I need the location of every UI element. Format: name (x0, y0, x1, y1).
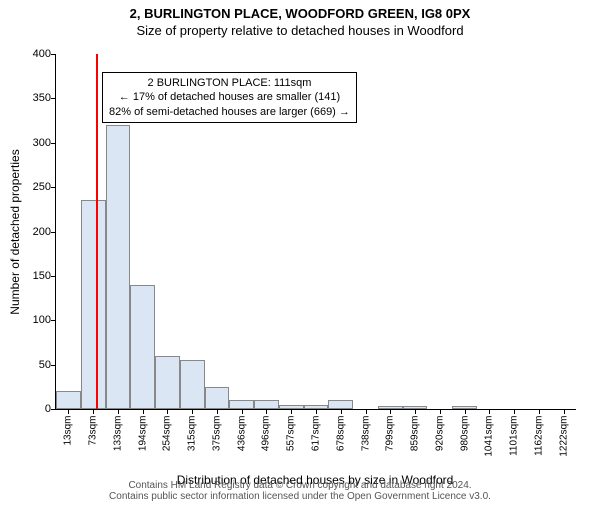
y-tick-label: 200 (16, 226, 51, 238)
x-tick-mark (93, 409, 94, 414)
histogram-bar (106, 125, 131, 409)
x-tick-label: 557sqm (286, 416, 297, 476)
y-tick-mark (51, 143, 56, 144)
x-tick-mark (489, 409, 490, 414)
histogram-bar (229, 400, 254, 409)
y-tick-mark (51, 409, 56, 410)
copyright-text: Contains HM Land Registry data © Crown c… (0, 480, 600, 502)
property-marker-line (96, 54, 98, 409)
x-tick-mark (390, 409, 391, 414)
x-tick-mark (192, 409, 193, 414)
x-tick-mark (266, 409, 267, 414)
x-tick-mark (68, 409, 69, 414)
copyright-line1: Contains HM Land Registry data © Crown c… (128, 480, 471, 491)
chart-container: 2, BURLINGTON PLACE, WOODFORD GREEN, IG8… (0, 6, 600, 506)
x-tick-label: 920sqm (434, 416, 445, 476)
x-tick-mark (465, 409, 466, 414)
info-box-line: ← 17% of detached houses are smaller (14… (109, 90, 350, 104)
x-tick-label: 1162sqm (533, 416, 544, 476)
title-main: 2, BURLINGTON PLACE, WOODFORD GREEN, IG8… (0, 6, 600, 21)
y-tick-mark (51, 232, 56, 233)
y-tick-mark (51, 187, 56, 188)
chart-area: Number of detached properties 0501001502… (55, 54, 575, 409)
y-tick-mark (51, 365, 56, 366)
y-tick-mark (51, 320, 56, 321)
x-tick-label: 436sqm (236, 416, 247, 476)
x-tick-mark (564, 409, 565, 414)
y-tick-label: 0 (16, 403, 51, 415)
x-tick-mark (143, 409, 144, 414)
y-tick-label: 50 (16, 359, 51, 371)
title-sub: Size of property relative to detached ho… (0, 23, 600, 38)
x-tick-label: 375sqm (211, 416, 222, 476)
y-tick-label: 400 (16, 48, 51, 60)
y-tick-mark (51, 54, 56, 55)
y-tick-label: 150 (16, 270, 51, 282)
x-tick-label: 980sqm (459, 416, 470, 476)
x-tick-label: 1101sqm (509, 416, 520, 476)
x-tick-mark (316, 409, 317, 414)
x-tick-label: 254sqm (162, 416, 173, 476)
x-tick-label: 1041sqm (484, 416, 495, 476)
histogram-bar (81, 200, 106, 409)
x-tick-mark (539, 409, 540, 414)
y-tick-mark (51, 98, 56, 99)
x-tick-label: 496sqm (261, 416, 272, 476)
x-tick-mark (242, 409, 243, 414)
x-tick-label: 73sqm (88, 416, 99, 476)
x-tick-mark (366, 409, 367, 414)
x-tick-label: 859sqm (410, 416, 421, 476)
histogram-bar (254, 400, 279, 409)
x-tick-label: 799sqm (385, 416, 396, 476)
y-tick-label: 100 (16, 314, 51, 326)
plot-region: 05010015020025030035040013sqm73sqm133sqm… (55, 54, 576, 410)
y-tick-label: 350 (16, 92, 51, 104)
x-tick-mark (291, 409, 292, 414)
x-tick-mark (118, 409, 119, 414)
x-tick-label: 315sqm (187, 416, 198, 476)
x-tick-label: 13sqm (63, 416, 74, 476)
histogram-bar (205, 387, 230, 409)
info-box-line: 82% of semi-detached houses are larger (… (109, 105, 350, 119)
copyright-line2: Contains public sector information licen… (109, 491, 491, 502)
histogram-bar (328, 400, 353, 409)
y-tick-label: 250 (16, 181, 51, 193)
x-tick-label: 617sqm (311, 416, 322, 476)
x-tick-mark (415, 409, 416, 414)
x-tick-mark (341, 409, 342, 414)
histogram-bar (56, 391, 81, 409)
x-tick-mark (514, 409, 515, 414)
x-tick-mark (167, 409, 168, 414)
y-tick-mark (51, 276, 56, 277)
info-box: 2 BURLINGTON PLACE: 111sqm← 17% of detac… (102, 72, 357, 123)
x-tick-label: 738sqm (360, 416, 371, 476)
y-tick-label: 300 (16, 137, 51, 149)
x-tick-mark (217, 409, 218, 414)
x-tick-label: 133sqm (112, 416, 123, 476)
info-box-line: 2 BURLINGTON PLACE: 111sqm (109, 76, 350, 90)
histogram-bar (130, 285, 155, 409)
histogram-bar (180, 360, 205, 409)
x-tick-label: 1222sqm (558, 416, 569, 476)
x-tick-mark (440, 409, 441, 414)
x-tick-label: 678sqm (335, 416, 346, 476)
x-tick-label: 194sqm (137, 416, 148, 476)
histogram-bar (155, 356, 180, 409)
